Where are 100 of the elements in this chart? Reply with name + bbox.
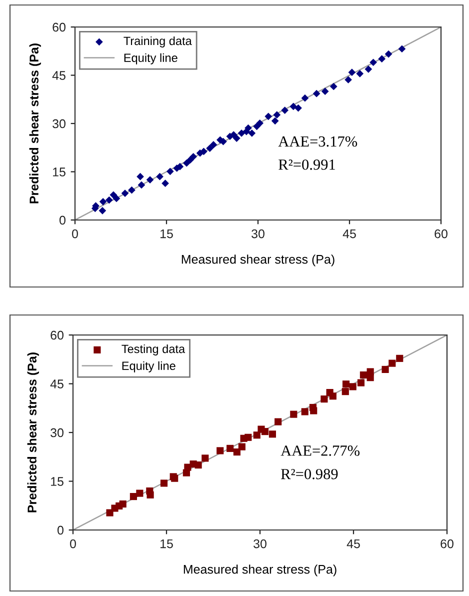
x-tick-label: 15 (160, 539, 173, 548)
point (398, 45, 406, 53)
point (273, 111, 281, 118)
point (384, 50, 392, 58)
x-tick-label: 0 (70, 539, 76, 548)
point (248, 129, 256, 137)
point (238, 129, 246, 137)
point (136, 172, 144, 180)
point (301, 94, 309, 102)
point (112, 194, 120, 202)
x-tick-label: 30 (254, 539, 266, 548)
point (121, 190, 129, 197)
annotation: AAE=3.17% (278, 136, 358, 147)
point (330, 82, 338, 90)
y-tick-label: 15 (53, 168, 66, 176)
point (232, 134, 240, 142)
point (110, 191, 118, 199)
point (310, 407, 318, 414)
annotation: R²=0.991 (278, 159, 335, 170)
point (344, 76, 352, 84)
point (244, 434, 252, 441)
point (321, 88, 329, 96)
point (264, 112, 272, 120)
point (130, 492, 138, 500)
y-tick-label: 0 (60, 216, 66, 225)
point (281, 106, 289, 114)
legend-label: Equity line (122, 361, 176, 372)
y-tick-label: 30 (52, 119, 66, 128)
point (357, 379, 365, 386)
point (290, 102, 298, 110)
point (360, 371, 368, 379)
point (200, 148, 208, 156)
point (226, 444, 234, 452)
legend-label: Equity line (124, 53, 178, 64)
point (190, 152, 198, 160)
point (290, 410, 298, 418)
point (349, 383, 356, 390)
y-tick-label: 60 (52, 22, 66, 32)
point (156, 172, 164, 180)
y-axis-title: Predicted shear stress (Pa) (27, 352, 39, 512)
point (364, 65, 372, 73)
point (396, 354, 404, 362)
point (268, 430, 276, 438)
x-tick-label: 30 (252, 229, 264, 238)
y-tick-label: 60 (50, 330, 64, 340)
y-tick-label: 15 (51, 477, 64, 486)
point (119, 500, 126, 508)
point (370, 58, 377, 66)
point (329, 392, 336, 400)
y-axis-title: Predicted shear stress (Pa) (29, 44, 41, 204)
annotation: R²=0.989 (281, 468, 338, 480)
x-tick-label: 60 (440, 539, 454, 548)
point (256, 120, 264, 127)
point (274, 418, 282, 426)
x-tick-label: 0 (72, 229, 78, 238)
x-axis-title: Measured shear stress (Pa) (182, 254, 334, 266)
point (220, 138, 227, 146)
point (312, 90, 320, 98)
point (261, 428, 269, 436)
point (342, 380, 350, 388)
x-tick-label: 15 (160, 229, 173, 238)
annotation: AAE=2.77% (280, 446, 360, 456)
point (206, 144, 214, 152)
x-tick-label: 60 (434, 229, 448, 238)
point (348, 68, 356, 76)
point (138, 181, 146, 189)
point (98, 207, 106, 214)
point (342, 388, 349, 396)
point (166, 168, 174, 176)
point (216, 447, 224, 454)
point (382, 366, 389, 373)
point (202, 454, 209, 462)
point (162, 180, 169, 188)
point (182, 159, 190, 167)
point (294, 104, 302, 112)
point (366, 374, 374, 382)
point (320, 395, 328, 403)
point (146, 176, 154, 184)
point (244, 124, 252, 132)
point (388, 360, 396, 367)
point (238, 443, 246, 450)
x-tick-label: 45 (342, 229, 356, 238)
point (210, 141, 218, 148)
point (128, 186, 136, 194)
y-tick-label: 30 (50, 428, 64, 438)
legend-label: Training data (124, 36, 192, 48)
point (233, 448, 240, 456)
legend-label: Testing data (122, 344, 186, 356)
point (99, 198, 107, 206)
point (356, 70, 364, 78)
x-axis-title: Measured shear stress (Pa) (184, 564, 336, 576)
point (194, 461, 202, 469)
x-tick-label: 45 (346, 539, 360, 548)
point (136, 490, 144, 497)
y-tick-label: 0 (58, 526, 64, 535)
y-tick-label: 45 (52, 71, 66, 80)
point (378, 55, 386, 63)
point (271, 117, 279, 125)
point (301, 408, 308, 416)
point (105, 196, 113, 204)
